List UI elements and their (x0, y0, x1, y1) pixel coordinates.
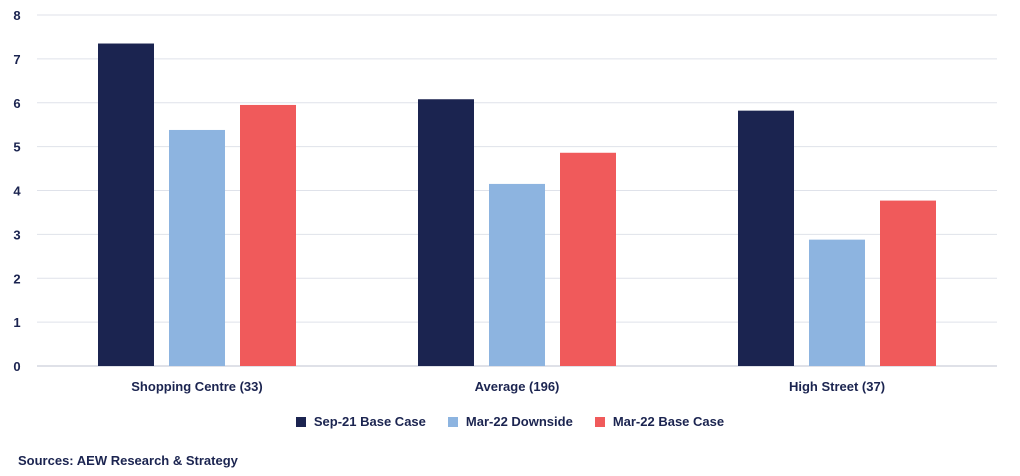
legend-label: Mar-22 Base Case (612, 414, 725, 429)
legend-label: Mar-22 Downside (465, 414, 573, 429)
legend-item: Mar-22 Base Case (594, 414, 725, 429)
x-axis-categories: Shopping Centre (33) Average (196) High St… (131, 379, 885, 394)
legend: Sep-21 Base Case Mar-22 Downside Mar-22 Ba… (0, 414, 1020, 429)
bar (98, 43, 154, 367)
y-tick-label: 7 (13, 52, 20, 67)
bar (560, 152, 616, 366)
legend-label: Sep-21 Base Case (313, 414, 426, 429)
source-note: Sources: AEW Research & Strategy (18, 453, 238, 468)
bar (169, 129, 225, 366)
legend-swatch (447, 416, 458, 427)
y-tick-label: 1 (13, 315, 20, 330)
bar (880, 200, 936, 366)
bars (98, 43, 936, 367)
legend-swatch (594, 416, 605, 427)
y-tick-label: 6 (13, 96, 20, 111)
y-tick-label: 2 (13, 271, 20, 286)
bar-chart: 0 1 2 3 4 5 6 7 8 Shopping Centre (33) Average (1… (13, 8, 997, 394)
legend-item: Sep-21 Base Case (295, 414, 426, 429)
bar (809, 239, 865, 366)
y-tick-label: 0 (13, 359, 20, 374)
x-category-label: High Street (37) (789, 379, 885, 394)
bar (418, 99, 474, 367)
y-tick-label: 5 (13, 140, 20, 155)
y-tick-label: 4 (13, 184, 21, 199)
x-category-label: Average (196) (475, 379, 560, 394)
legend-item: Mar-22 Downside (447, 414, 573, 429)
y-axis-ticks: 0 1 2 3 4 5 6 7 8 (13, 8, 21, 374)
bar (240, 104, 296, 366)
y-tick-label: 3 (13, 227, 20, 242)
x-category-label: Shopping Centre (33) (131, 379, 262, 394)
y-tick-label: 8 (13, 8, 20, 23)
legend-swatch (295, 416, 306, 427)
bar (738, 110, 794, 367)
bar (489, 183, 545, 366)
